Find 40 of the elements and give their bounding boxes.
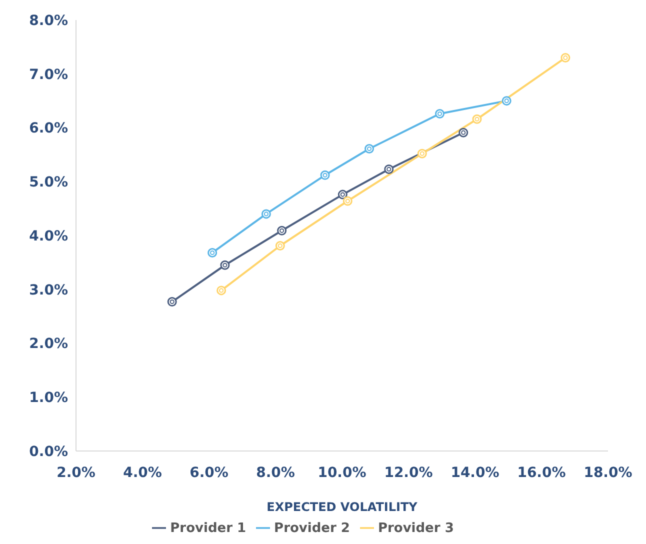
point <box>472 114 482 124</box>
legend-label: Provider 3 <box>378 521 454 536</box>
x-tick-label: 8.0% <box>256 464 295 481</box>
x-tick-label: 4.0% <box>123 464 162 481</box>
y-tick-label: 2.0% <box>29 336 68 352</box>
y-tick-label: 0.0% <box>29 444 68 460</box>
point <box>277 226 287 236</box>
x-tick-label: 16.0% <box>517 464 566 481</box>
point <box>320 170 330 180</box>
point <box>435 108 445 118</box>
point <box>208 248 218 258</box>
x-tick-label: 18.0% <box>584 464 632 481</box>
y-tick-label: 4.0% <box>29 228 68 244</box>
point <box>261 209 271 219</box>
x-tick-label: 2.0% <box>56 464 96 481</box>
x-tick-label: 6.0% <box>190 464 228 481</box>
point <box>220 260 230 270</box>
point <box>384 164 394 174</box>
point <box>364 144 374 154</box>
y-tick-label: 7.0% <box>29 66 68 83</box>
y-tick-label: 8.0% <box>29 12 68 29</box>
x-tick-label: 12.0% <box>384 464 433 481</box>
legend-label: Provider 2 <box>274 521 350 536</box>
legend-label: Provider 1 <box>170 521 246 536</box>
point <box>338 190 348 200</box>
y-tick-label: 1.0% <box>29 390 68 406</box>
point <box>417 148 427 158</box>
point <box>216 286 226 296</box>
x-tick-label: 10.0% <box>318 464 366 481</box>
point <box>342 196 352 206</box>
y-tick-label: 5.0% <box>29 174 68 191</box>
point <box>502 96 512 106</box>
point <box>275 240 285 250</box>
x-tick-label: 14.0% <box>450 464 500 481</box>
y-tick-label: 6.0% <box>29 120 68 137</box>
point <box>167 297 177 307</box>
x-axis-title: EXPECTED VOLATILITY <box>266 500 418 514</box>
point <box>560 52 570 62</box>
point <box>458 128 468 138</box>
y-tick-label: 3.0% <box>29 282 68 298</box>
